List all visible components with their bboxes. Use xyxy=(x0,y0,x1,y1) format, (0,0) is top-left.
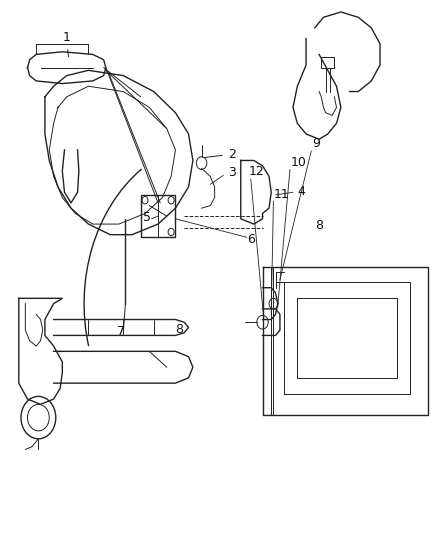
Text: 8: 8 xyxy=(176,323,184,336)
Text: 5: 5 xyxy=(143,212,151,224)
Text: 2: 2 xyxy=(205,148,236,161)
Text: 4: 4 xyxy=(297,185,305,198)
Text: 9: 9 xyxy=(313,137,321,150)
Text: 7: 7 xyxy=(117,326,125,338)
Text: 11: 11 xyxy=(273,188,289,200)
Text: 1: 1 xyxy=(62,31,70,57)
Text: 10: 10 xyxy=(291,156,307,169)
Text: 12: 12 xyxy=(249,165,265,179)
Text: 8: 8 xyxy=(315,220,323,232)
Text: 3: 3 xyxy=(228,166,236,180)
Text: 6: 6 xyxy=(247,232,255,246)
